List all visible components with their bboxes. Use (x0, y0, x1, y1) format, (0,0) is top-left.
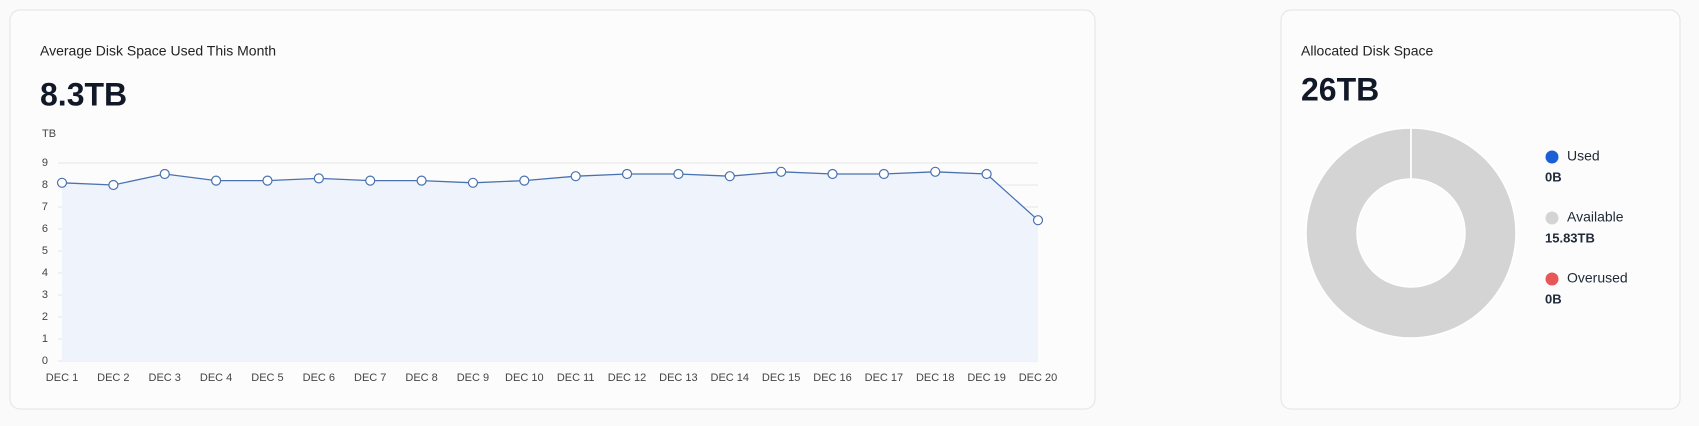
x-tick-label: DEC 15 (762, 372, 801, 384)
donut-slice (1305, 127, 1517, 339)
x-tick-label: DEC 17 (865, 372, 904, 384)
x-tick-label: DEC 9 (457, 372, 489, 384)
point (211, 175, 222, 186)
x-tick-label: DEC 8 (405, 372, 437, 384)
line (61, 171, 1039, 221)
legend-value: 0B (1545, 291, 1562, 306)
y-tick-label: 6 (42, 223, 48, 235)
point (1032, 215, 1044, 226)
y-tick-label: 3 (42, 289, 48, 301)
x-tick-label: DEC 2 (97, 372, 129, 384)
legend-swatch (1545, 211, 1559, 225)
point (776, 166, 787, 177)
y-tick-label: 5 (42, 245, 48, 257)
y-tick-label: 2 (42, 311, 48, 323)
y-tick-label: 1 (42, 333, 48, 345)
point (467, 177, 479, 188)
card-title: Average Disk Space Used This Month (40, 43, 276, 59)
summary-value: 26TB (1301, 71, 1379, 107)
legend-label: Used (1567, 148, 1600, 164)
point (519, 175, 530, 186)
area (62, 171, 1038, 361)
point (621, 168, 633, 180)
y-axis-label: TB (42, 128, 56, 140)
card-title: Allocated Disk Space (1301, 43, 1434, 59)
y-tick-label: 8 (42, 179, 48, 191)
legend-label: Overused (1567, 270, 1628, 286)
x-tick-label: DEC 3 (149, 372, 181, 384)
point (827, 168, 838, 180)
point (159, 168, 170, 180)
x-tick-label: DEC 4 (200, 372, 232, 384)
x-tick-label: DEC 5 (251, 372, 283, 384)
x-tick-label: DEC 1 (46, 372, 78, 384)
point (981, 168, 992, 180)
y-tick-label: 9 (42, 157, 48, 169)
y-tick-label: 0 (42, 355, 48, 367)
y-tick-label: 4 (42, 267, 48, 279)
point (262, 175, 273, 186)
legend-label: Available (1567, 209, 1624, 225)
x-tick-label: DEC 7 (354, 372, 386, 384)
x-tick-label: DEC 6 (303, 372, 335, 384)
x-tick-label: DEC 18 (916, 372, 955, 384)
point (108, 179, 119, 191)
x-tick-label: DEC 20 (1019, 372, 1058, 384)
legend-value: 0B (1545, 169, 1562, 184)
legend-value: 15.83TB (1545, 230, 1595, 245)
point (313, 173, 324, 184)
summary-value: 8.3TB (40, 76, 127, 112)
point (878, 168, 889, 180)
point (724, 171, 735, 182)
point (570, 171, 581, 182)
x-tick-label: DEC 12 (608, 372, 647, 384)
legend-swatch (1545, 272, 1559, 286)
x-tick-label: DEC 10 (505, 372, 544, 384)
x-tick-label: DEC 13 (659, 372, 698, 384)
point (673, 168, 684, 180)
point (930, 166, 941, 177)
x-tick-label: DEC 14 (711, 372, 750, 384)
point (365, 175, 376, 186)
x-tick-label: DEC 19 (967, 372, 1006, 384)
point (56, 177, 68, 188)
legend-swatch (1545, 150, 1559, 164)
point (416, 175, 427, 186)
x-tick-label: DEC 16 (813, 372, 852, 384)
y-tick-label: 7 (42, 201, 48, 213)
x-tick-label: DEC 11 (557, 372, 595, 384)
